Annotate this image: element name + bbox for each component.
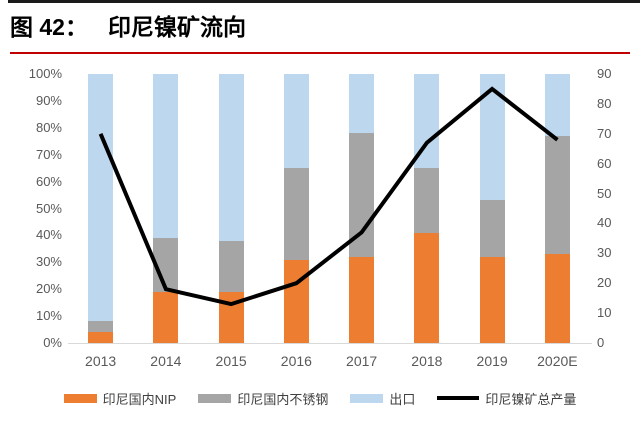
left-axis-tick-label: 0% [43, 335, 62, 350]
bar-segment-印尼国内NIP [153, 291, 179, 343]
bar-segment-印尼国内不锈钢 [283, 168, 309, 260]
legend-item-印尼镍矿总产量: 印尼镍矿总产量 [437, 389, 576, 408]
x-axis-label: 2014 [150, 353, 182, 369]
bar-segment-印尼国内NIP [479, 256, 505, 343]
left-axis-tick-label: 50% [35, 200, 62, 216]
bar-segment-印尼国内不锈钢 [414, 168, 440, 233]
x-axis-label: 2019 [476, 353, 508, 369]
bar-segment-印尼国内NIP [544, 254, 570, 343]
legend-label: 印尼镍矿总产量 [485, 391, 577, 407]
legend-item-印尼国内不锈钢: 印尼国内不锈钢 [198, 389, 328, 408]
left-axis-tick-label: 100% [28, 66, 62, 81]
chart-legend: 印尼国内NIP 印尼国内不锈钢 出口 印尼镍矿总产量 [0, 386, 640, 410]
bar-segment-印尼国内不锈钢 [153, 238, 179, 292]
bar-segment-出口 [153, 74, 179, 239]
bar-segment-出口 [283, 74, 309, 169]
right-axis-tick-label: 30 [597, 245, 612, 261]
legend-line-swatch-icon [437, 396, 480, 400]
legend-label: 印尼国内NIP [102, 391, 177, 407]
legend-label: 印尼国内不锈钢 [237, 391, 329, 407]
figure-title: 图 42： 印尼镍矿流向 [10, 8, 246, 46]
right-axis-tick-label: 90 [597, 66, 612, 81]
left-axis-tick-label: 70% [35, 146, 62, 162]
bar-segment-印尼国内NIP [283, 259, 309, 343]
top-border-rule [8, 0, 640, 3]
bar-segment-出口 [479, 74, 505, 201]
bar-segment-印尼国内NIP [414, 232, 440, 343]
bar-segment-出口 [349, 74, 375, 134]
x-axis-label: 2015 [215, 353, 247, 369]
bar-segment-印尼国内NIP [88, 332, 114, 343]
x-axis-label: 2013 [85, 353, 117, 369]
x-axis-line [68, 343, 592, 344]
bar-segment-印尼国内不锈钢 [218, 240, 244, 292]
right-axis-tick-label: 40 [597, 215, 612, 231]
right-axis-tick-label: 80 [597, 95, 612, 111]
legend-swatch-icon [350, 393, 384, 403]
x-axis-label: 2020E [537, 353, 578, 369]
bar-segment-出口 [218, 74, 244, 241]
title-underline-rule [10, 52, 630, 54]
bar-segment-印尼国内不锈钢 [544, 135, 570, 255]
x-axis-label: 2017 [346, 353, 378, 369]
right-axis-tick-label: 0 [597, 335, 605, 350]
left-axis-tick-label: 90% [35, 92, 62, 108]
figure-title-text: 印尼镍矿流向 [107, 14, 246, 40]
x-axis-label: 2018 [411, 353, 443, 369]
bar-segment-印尼国内不锈钢 [88, 321, 114, 333]
bar-segment-印尼国内不锈钢 [479, 200, 505, 257]
bar-segment-印尼国内NIP [218, 291, 244, 343]
x-axis-label: 2016 [280, 353, 312, 369]
left-axis-tick-label: 30% [35, 254, 62, 270]
legend-swatch-icon [63, 393, 97, 403]
left-axis-tick-label: 60% [35, 173, 62, 189]
left-axis-tick-label: 40% [35, 227, 62, 243]
bar-segment-出口 [544, 74, 570, 136]
legend-item-印尼国内NIP: 印尼国内NIP [63, 389, 177, 408]
right-axis-tick-label: 20 [597, 275, 612, 291]
bar-segment-印尼国内不锈钢 [349, 133, 375, 257]
right-axis-tick-label: 60 [597, 155, 612, 171]
left-axis-tick-label: 80% [35, 119, 62, 135]
legend-swatch-icon [198, 393, 232, 403]
left-axis-tick-label: 20% [35, 281, 62, 297]
right-axis-tick-label: 10 [597, 305, 612, 321]
left-axis-tick-label: 10% [35, 308, 62, 324]
bar-segment-出口 [88, 74, 114, 322]
right-axis-tick-label: 70 [597, 125, 612, 141]
right-axis-tick-label: 50 [597, 185, 612, 201]
legend-item-出口: 出口 [350, 389, 415, 408]
legend-label: 出口 [389, 391, 416, 407]
figure-number-label: 图 42： [10, 14, 88, 40]
bar-segment-印尼国内NIP [349, 256, 375, 343]
bar-segment-出口 [414, 74, 440, 169]
